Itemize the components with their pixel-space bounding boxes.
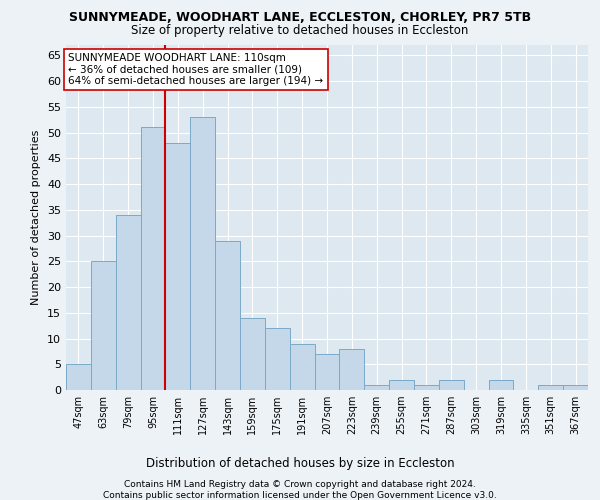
Bar (538, 385, 563, 390)
Bar (563, 385, 588, 390)
Text: Size of property relative to detached houses in Eccleston: Size of property relative to detached ho… (131, 24, 469, 37)
Bar (290, 344, 314, 390)
Bar (364, 385, 389, 390)
Bar (66, 364, 91, 390)
Bar (140, 128, 166, 390)
Bar (265, 328, 290, 390)
Bar (190, 117, 215, 390)
Text: SUNNYMEADE, WOODHART LANE, ECCLESTON, CHORLEY, PR7 5TB: SUNNYMEADE, WOODHART LANE, ECCLESTON, CH… (69, 11, 531, 24)
Bar (439, 380, 464, 390)
Text: Contains HM Land Registry data © Crown copyright and database right 2024.: Contains HM Land Registry data © Crown c… (124, 480, 476, 489)
Bar (166, 143, 190, 390)
Bar (340, 349, 364, 390)
Bar (116, 215, 140, 390)
Y-axis label: Number of detached properties: Number of detached properties (31, 130, 41, 305)
Bar (389, 380, 414, 390)
Bar (314, 354, 340, 390)
Text: SUNNYMEADE WOODHART LANE: 110sqm
← 36% of detached houses are smaller (109)
64% : SUNNYMEADE WOODHART LANE: 110sqm ← 36% o… (68, 52, 323, 86)
Bar (240, 318, 265, 390)
Bar (91, 262, 116, 390)
Text: Contains public sector information licensed under the Open Government Licence v3: Contains public sector information licen… (103, 491, 497, 500)
Bar (215, 240, 240, 390)
Bar (488, 380, 514, 390)
Text: Distribution of detached houses by size in Eccleston: Distribution of detached houses by size … (146, 458, 454, 470)
Bar (414, 385, 439, 390)
